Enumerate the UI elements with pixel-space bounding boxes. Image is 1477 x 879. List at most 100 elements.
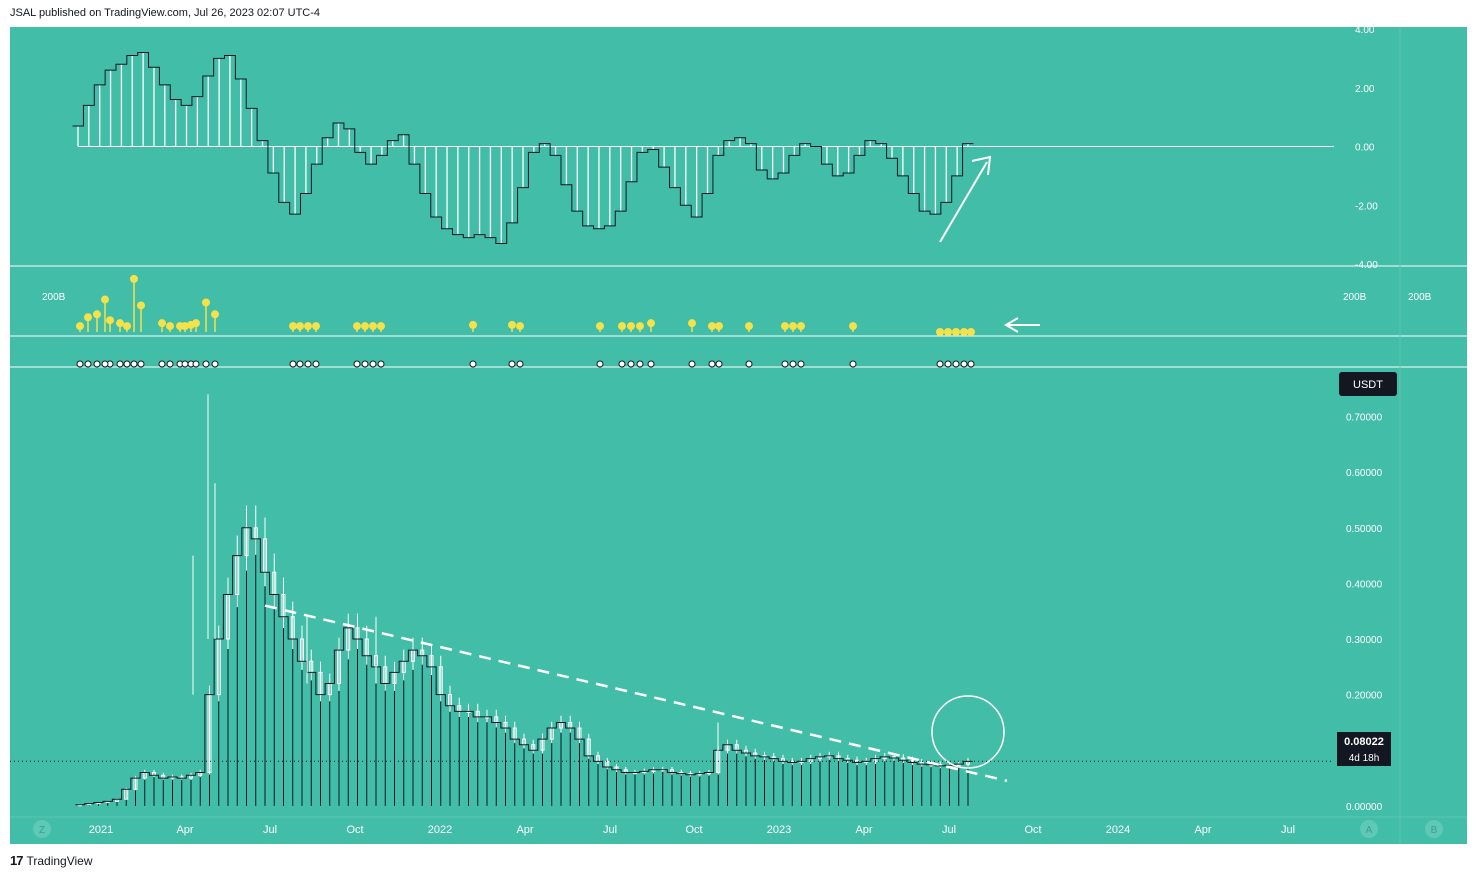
volume-marker xyxy=(508,360,516,368)
volume-dot xyxy=(688,319,696,328)
volume-dot xyxy=(618,322,626,331)
tradingview-logo-icon: 17 xyxy=(10,853,24,868)
volume-dot xyxy=(101,295,109,304)
scale-badge-left[interactable]: Z xyxy=(33,820,51,838)
volume-dot xyxy=(369,322,377,331)
volume-dot xyxy=(952,328,960,336)
chart-frame[interactable]: 4.00 2.00 0.00 -2.00 -4.00 200B 200B 200B 0.7000… xyxy=(10,25,1467,844)
currency-label: USDT xyxy=(1353,379,1383,391)
volume-dot xyxy=(304,322,312,331)
volume-marker xyxy=(166,360,174,368)
volume-dot xyxy=(123,322,131,331)
volume-dot xyxy=(76,322,84,331)
oscillator-tick-label: -2.00 xyxy=(1355,201,1378,212)
oscillator-tick-label: 0.00 xyxy=(1355,143,1375,154)
last-price-badge: 0.08022 4d 18h xyxy=(1337,732,1391,766)
price-tick-label: 0.00000 xyxy=(1346,802,1383,813)
price-tick-label: 0.40000 xyxy=(1346,579,1383,590)
publish-header: JSAL published on TradingView.com, Jul 2… xyxy=(10,7,321,19)
svg-text:B: B xyxy=(1431,825,1438,836)
volume-dot xyxy=(296,322,304,331)
scale-badge-b[interactable]: B xyxy=(1425,820,1443,838)
volume-marker xyxy=(596,360,604,368)
volume-marker xyxy=(377,360,385,368)
volume-marker xyxy=(353,360,361,368)
volume-dot xyxy=(708,322,716,331)
volume-marker xyxy=(469,360,477,368)
volume-marker xyxy=(192,360,200,368)
price-tick-label: 0.60000 xyxy=(1346,468,1383,479)
volume-tick-right: 200B xyxy=(1343,292,1367,303)
trendline-dashed xyxy=(264,604,1008,783)
volume-marker xyxy=(84,360,92,368)
volume-dot xyxy=(936,328,944,336)
volume-marker xyxy=(123,360,131,368)
time-tick-label: Jul xyxy=(942,824,956,836)
volume-pane xyxy=(76,274,1040,368)
volume-dot xyxy=(353,322,361,331)
volume-tick-left: 200B xyxy=(42,292,66,303)
volume-marker xyxy=(116,360,124,368)
volume-dot xyxy=(312,322,320,331)
time-tick-label: Oct xyxy=(685,824,702,836)
volume-dot xyxy=(93,310,101,319)
volume-dot xyxy=(84,313,92,322)
time-tick-label: 2021 xyxy=(89,824,113,836)
volume-marker xyxy=(202,360,210,368)
time-tick-label: Oct xyxy=(346,824,363,836)
volume-dot xyxy=(596,322,604,331)
price-pane xyxy=(10,394,1334,807)
time-tick-label: Apr xyxy=(1194,824,1211,836)
volume-dot xyxy=(715,322,723,331)
volume-marker xyxy=(618,360,626,368)
volume-marker xyxy=(708,360,716,368)
time-tick-label: Jul xyxy=(1281,824,1295,836)
volume-dot xyxy=(181,322,189,331)
volume-marker xyxy=(101,360,109,368)
volume-marker xyxy=(647,360,655,368)
volume-marker xyxy=(76,360,84,368)
volume-marker xyxy=(636,360,644,368)
volume-marker xyxy=(158,360,166,368)
scale-badge-a[interactable]: A xyxy=(1360,820,1378,838)
annotation-arrow-left-head-icon xyxy=(1004,317,1019,333)
volume-dot xyxy=(361,322,369,331)
volume-dot xyxy=(627,322,635,331)
volume-dot xyxy=(158,319,166,328)
volume-tick-right: 200B xyxy=(1408,292,1432,303)
time-tick-label: Oct xyxy=(1024,824,1041,836)
time-tick-label: 2023 xyxy=(767,824,791,836)
annotation-arrow-up-head-icon xyxy=(971,155,992,176)
volume-marker xyxy=(781,360,789,368)
volume-dot xyxy=(211,310,219,319)
volume-dot xyxy=(647,319,655,328)
volume-marker xyxy=(289,360,297,368)
price-outline xyxy=(75,527,973,806)
volume-dot xyxy=(745,322,753,331)
svg-text:A: A xyxy=(1366,825,1373,836)
volume-marker xyxy=(849,360,857,368)
volume-dot xyxy=(289,322,297,331)
time-tick-label: Apr xyxy=(855,824,872,836)
time-tick-label: Apr xyxy=(176,824,193,836)
volume-marker xyxy=(789,360,797,368)
volume-dot xyxy=(192,319,200,328)
volume-marker xyxy=(745,360,753,368)
volume-dot xyxy=(516,322,524,331)
volume-marker xyxy=(627,360,635,368)
volume-dot xyxy=(166,322,174,331)
volume-marker xyxy=(960,360,968,368)
chart-canvas[interactable]: 4.00 2.00 0.00 -2.00 -4.00 200B 200B 200B 0.7000… xyxy=(10,25,1467,844)
oscillator-outline xyxy=(72,52,974,244)
volume-marker xyxy=(304,360,312,368)
volume-dot xyxy=(960,328,968,336)
volume-dot xyxy=(789,322,797,331)
currency-badge[interactable]: USDT xyxy=(1339,372,1397,396)
volume-marker xyxy=(516,360,524,368)
volume-marker xyxy=(211,360,219,368)
volume-dot xyxy=(636,322,644,331)
volume-marker xyxy=(797,360,805,368)
footer-brand[interactable]: 17 TradingView xyxy=(10,853,93,868)
volume-marker xyxy=(944,360,952,368)
axes: 4.00 2.00 0.00 -2.00 -4.00 200B 200B 200B 0.7000… xyxy=(42,25,1432,836)
